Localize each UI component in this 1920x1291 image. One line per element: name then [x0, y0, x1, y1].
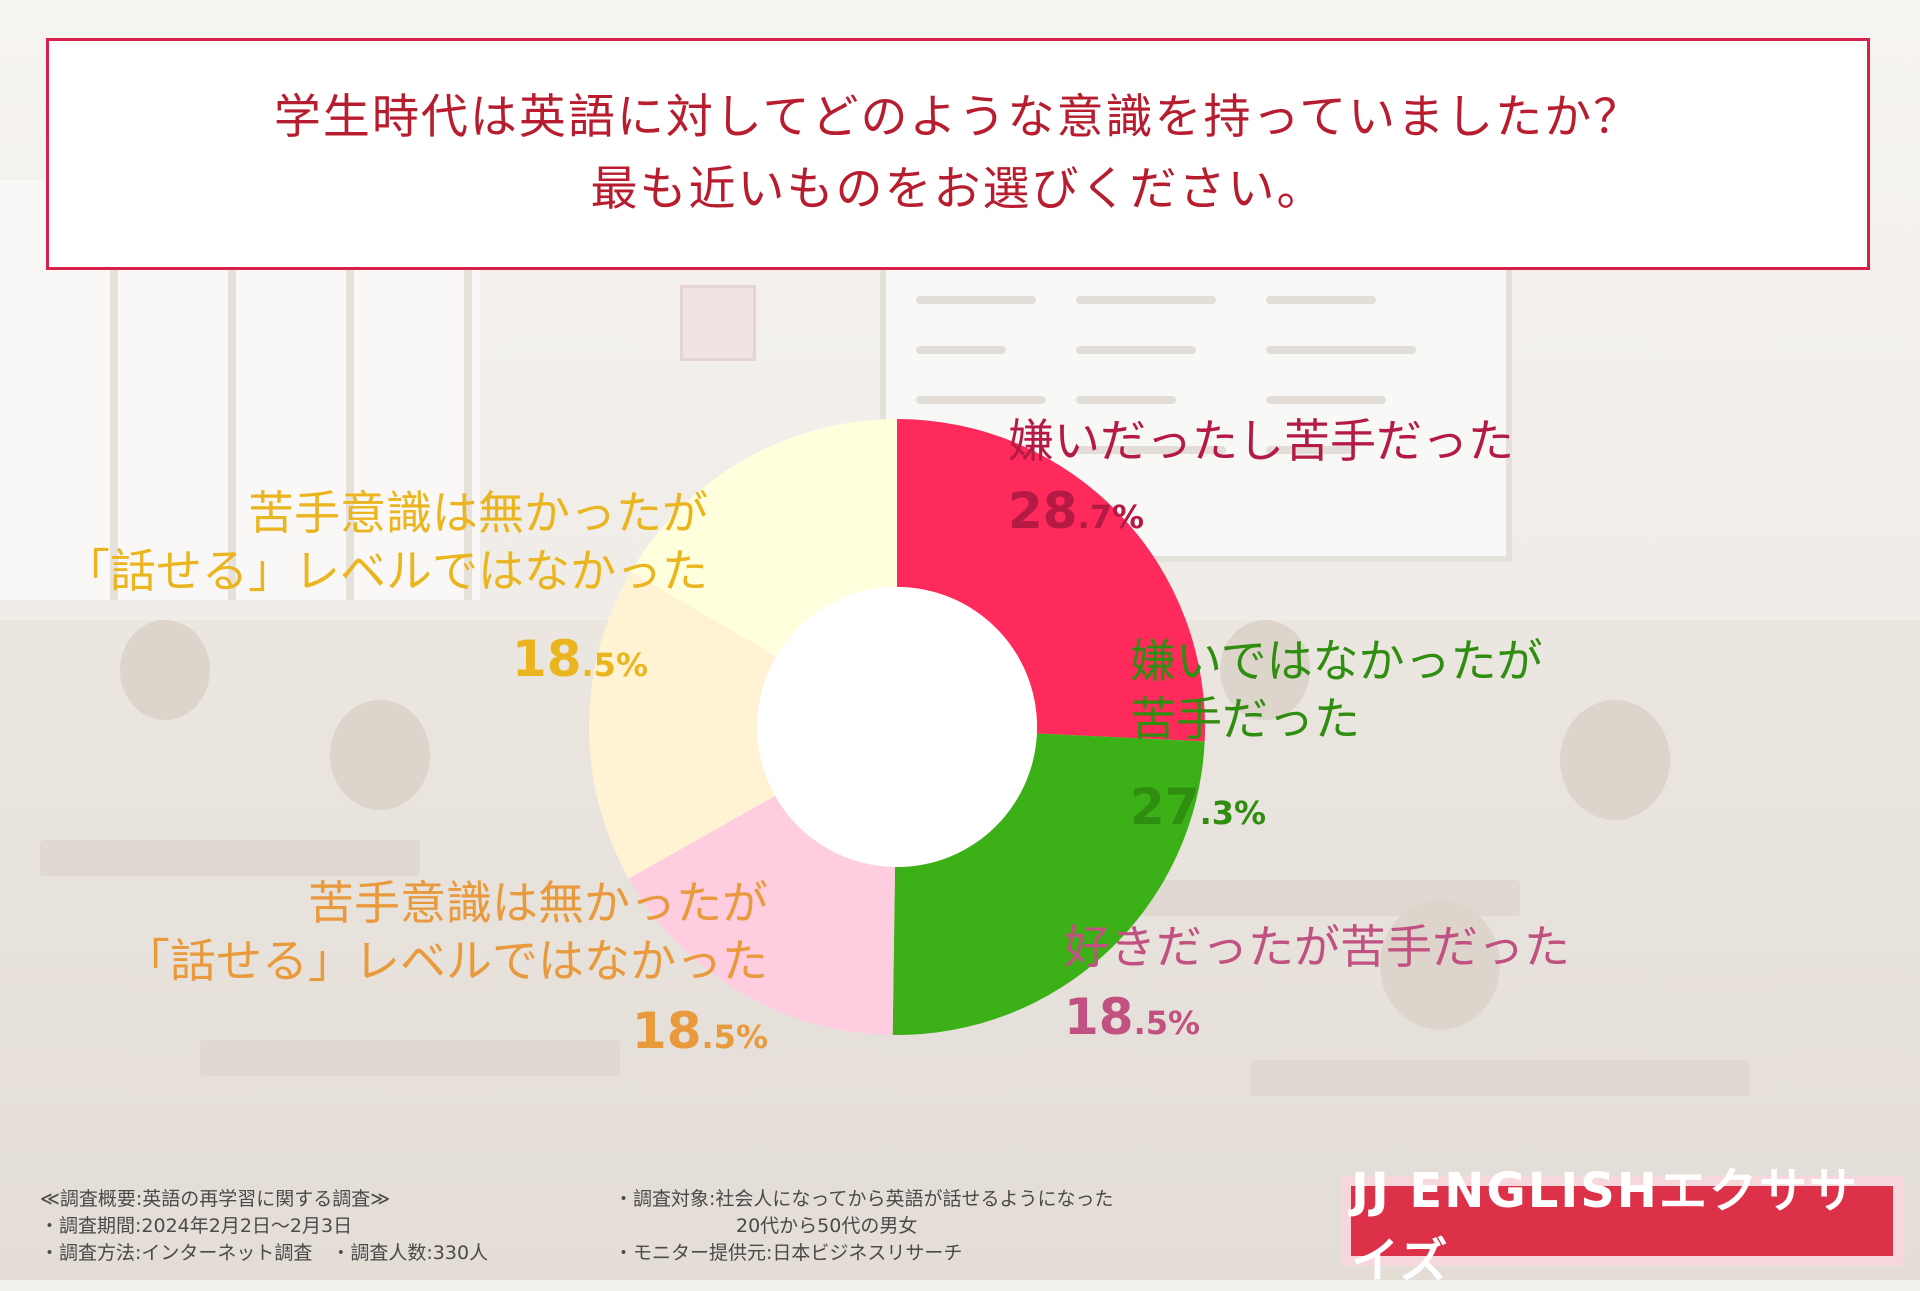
- slice-label-text: 苦手だった: [1130, 692, 1360, 746]
- slice-percentage: 27.3%: [1130, 778, 1267, 836]
- slice-label-text: 苦手意識は無かったが: [248, 486, 708, 540]
- donut-slice-4: [589, 571, 777, 879]
- question-line-2: 最も近いものをお選びください。: [590, 162, 1326, 217]
- slice-label-no-weakness-not-fluent-lower: 苦手意識は無かったが 「話せる」レベルではなかった 18.5%: [124, 874, 768, 1072]
- slice-percentage: 18.5%: [511, 630, 648, 688]
- brand-logo-text: JJ ENGLISHエクササイズ: [1351, 1163, 1893, 1289]
- survey-title: ≪調査概要:英語の再学習に関する調査≫: [40, 1188, 391, 1210]
- slice-percentage: 18.5%: [631, 1002, 768, 1060]
- donut-slice-2: [892, 733, 1205, 1036]
- slice-label-not-dislike-but-weak: 嫌いではなかったが 苦手だった 27.3%: [1130, 632, 1543, 848]
- slice-label-no-weakness-not-fluent-upper: 苦手意識は無かったが 「話せる」レベルではなかった 18.5%: [64, 484, 708, 700]
- brand-logo: JJ ENGLISHエクササイズ: [1341, 1163, 1903, 1289]
- survey-target-continued: 20代から50代の男女: [736, 1215, 918, 1237]
- survey-method: ・調査方法:インターネット調査 ・調査人数:330人: [40, 1242, 489, 1264]
- survey-period: ・調査期間:2024年2月2日～2月3日: [40, 1215, 353, 1237]
- survey-provider: ・モニター提供元:日本ビジネスリサーチ: [614, 1242, 963, 1264]
- donut-hole: [757, 587, 1037, 867]
- slice-label-text: 「話せる」レベルではなかった: [124, 934, 768, 988]
- question-line-1: 学生時代は英語に対してどのような意識を持っていましたか？: [273, 90, 1643, 145]
- donut-slice-3: [628, 795, 896, 1035]
- slice-label-text: 苦手意識は無かったが: [308, 876, 768, 930]
- slice-percentage: 28.7%: [1008, 482, 1145, 540]
- donut-slice-1: [897, 419, 1205, 742]
- slice-percentage: 18.5%: [1064, 988, 1201, 1046]
- slice-label-text: 「話せる」レベルではなかった: [64, 544, 708, 598]
- question-box: 学生時代は英語に対してどのような意識を持っていましたか？ 最も近いものをお選びく…: [46, 38, 1870, 270]
- donut-slice-5: [630, 419, 897, 657]
- survey-target: ・調査対象:社会人になってから英語が話せるようになった: [614, 1188, 1114, 1210]
- slice-label-text: 嫌いだったし苦手だった: [1008, 414, 1514, 468]
- slice-label-dislike-and-weak: 嫌いだったし苦手だった 28.7%: [1008, 412, 1514, 552]
- survey-target-info: ・調査対象:社会人になってから英語が話せるようになった 20代から50代の男女 …: [614, 1186, 1113, 1267]
- slice-label-like-but-weak: 好きだったが苦手だった 18.5%: [1064, 918, 1570, 1058]
- survey-overview: ≪調査概要:英語の再学習に関する調査≫ ・調査期間:2024年2月2日～2月3日…: [40, 1186, 488, 1267]
- slice-label-text: 嫌いではなかったが: [1130, 634, 1543, 688]
- slice-label-text: 好きだったが苦手だった: [1064, 920, 1570, 974]
